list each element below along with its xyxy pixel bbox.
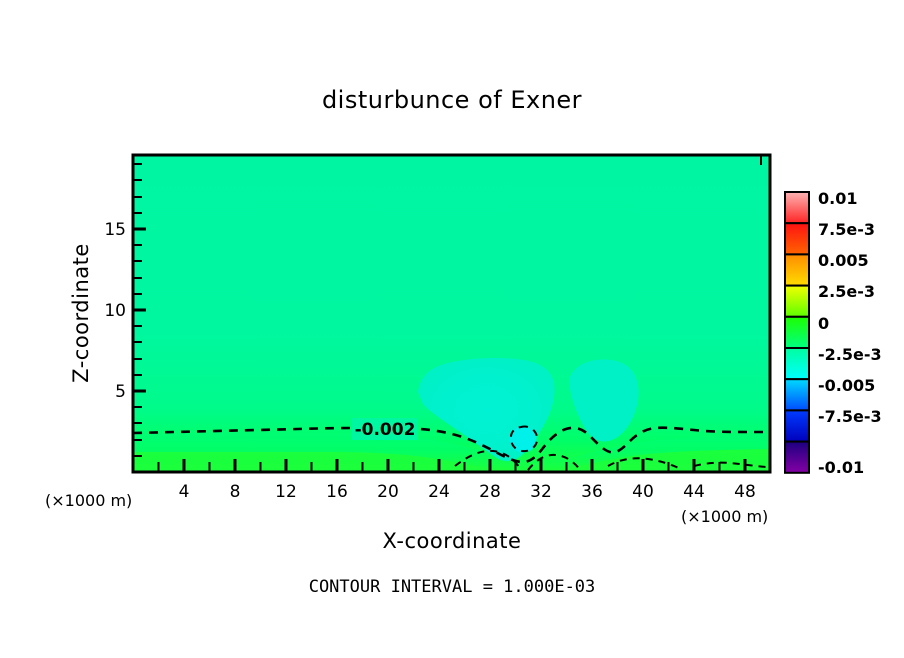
contour-label: -0.002 xyxy=(355,420,416,440)
y-axis-unit-label: (×1000 m) xyxy=(45,491,132,510)
plot-frame xyxy=(131,153,772,474)
x-tick-label: 8 xyxy=(230,482,241,502)
y-axis-tick-labels: 5 10 15 xyxy=(104,220,126,402)
x-axis-title: X-coordinate xyxy=(383,529,522,553)
contour-field: -0.002 xyxy=(133,155,770,472)
colorbar-segment xyxy=(784,284,810,318)
colorbar-tick-label: 2.5e-3 xyxy=(818,282,875,301)
colorbar-tick-label: 7.5e-3 xyxy=(818,220,875,239)
x-tick-label: 32 xyxy=(530,482,552,502)
y-tick-label: 10 xyxy=(104,301,126,321)
contour-label-backdrop xyxy=(352,418,418,440)
colorbar-tick-label: 0.005 xyxy=(818,251,869,270)
colorbar-segment xyxy=(784,315,810,349)
y-tick-label: 5 xyxy=(115,382,126,402)
colorbar-segment xyxy=(784,222,810,256)
x-tick-label: 20 xyxy=(377,482,399,502)
x-tick-label: 16 xyxy=(326,482,348,502)
colorbar-segment xyxy=(784,440,810,474)
contour-line-lower-left xyxy=(454,449,521,469)
y-axis-ticks xyxy=(133,155,762,457)
colorbar-segment xyxy=(784,347,810,381)
x-tick-label: 40 xyxy=(632,482,654,502)
colorbar-segment xyxy=(784,191,810,225)
lower-band-inner xyxy=(133,449,770,472)
colorbar: 0.01 7.5e-3 0.005 2.5e-3 0 -2.5e-3 -0.00… xyxy=(784,189,882,477)
colorbar-tick-label: -7.5e-3 xyxy=(818,407,882,426)
x-tick-label: 44 xyxy=(683,482,705,502)
x-tick-label: 24 xyxy=(428,482,450,502)
contour-line-lower-mid xyxy=(527,453,582,472)
y-tick-label: 15 xyxy=(104,220,126,240)
x-tick-label: 36 xyxy=(581,482,603,502)
chart-title: disturbunce of Exner xyxy=(322,86,582,114)
contour-line-minus-0002 xyxy=(133,426,770,464)
colorbar-segment xyxy=(784,378,810,412)
colorbar-segment xyxy=(784,253,810,287)
colorbar-tick-labels: 0.01 7.5e-3 0.005 2.5e-3 0 -2.5e-3 -0.00… xyxy=(818,189,882,477)
x-axis-ticks xyxy=(157,459,747,472)
negative-anomaly-core xyxy=(509,426,537,453)
x-axis-tick-labels: 4 8 12 16 20 24 28 32 36 40 44 48 xyxy=(179,482,756,502)
colorbar-tick-label: -0.005 xyxy=(818,376,875,395)
x-tick-label: 28 xyxy=(479,482,501,502)
x-tick-label: 48 xyxy=(734,482,756,502)
colorbar-tick-label: -0.01 xyxy=(818,458,864,477)
negative-anomaly-secondary xyxy=(569,359,639,442)
colorbar-tick-label: -2.5e-3 xyxy=(818,345,882,364)
contour-closed-loop xyxy=(509,425,539,453)
contour-line-lower-right xyxy=(607,457,682,470)
x-tick-label: 4 xyxy=(179,482,190,502)
contour-interval-caption: CONTOUR INTERVAL = 1.000E-03 xyxy=(309,577,596,597)
colorbar-tick-label: 0.01 xyxy=(818,189,857,208)
plot-area: -0.002 xyxy=(45,153,772,553)
x-tick-label: 12 xyxy=(275,482,297,502)
colorbar-segment xyxy=(784,409,810,443)
x-axis-unit-label: (×1000 m) xyxy=(681,507,768,526)
y-axis-title: Z-coordinate xyxy=(69,243,93,383)
colorbar-tick-label: 0 xyxy=(818,314,829,333)
